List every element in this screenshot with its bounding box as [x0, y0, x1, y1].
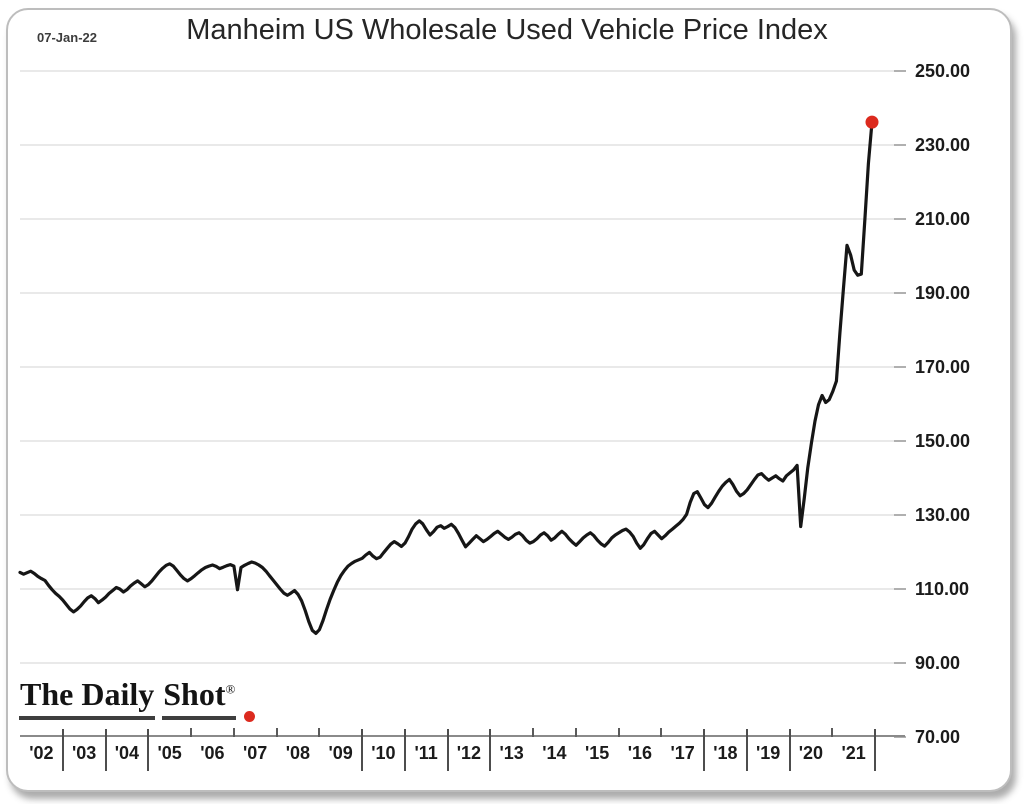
y-axis-label: 90.00 — [915, 653, 961, 673]
x-axis-year-cells: '02'03'04'05'06'07'08'09'10'11'12'13'14 '… — [20, 728, 876, 771]
y-axis-label: 70.00 — [915, 727, 961, 747]
x-axis-year-label: '10 — [362, 729, 406, 771]
registered-mark: ® — [225, 681, 236, 697]
x-axis-year-label: '07 — [234, 728, 278, 771]
x-axis-year-label: '09 — [319, 729, 363, 771]
x-axis: '02'03'04'05'06'07'08'09'10'11'12'13'14 '… — [20, 728, 905, 773]
chart-date: 07-Jan-22 — [37, 30, 97, 45]
price-line — [18, 120, 874, 636]
y-axis-label: 190.00 — [915, 283, 971, 303]
x-axis-year-label: '19 — [747, 729, 791, 771]
x-axis-year-label: '15 — [576, 728, 620, 771]
chart-card — [6, 8, 1012, 792]
y-axis-label: 130.00 — [915, 505, 971, 525]
y-axis-label: 150.00 — [915, 431, 971, 451]
logo-text-the-daily: The Daily — [19, 676, 156, 720]
x-axis-year-label: '12 — [448, 729, 491, 771]
latest-point-marker — [865, 115, 879, 129]
x-axis-year-label: '06 — [191, 728, 235, 771]
y-axis-label: 210.00 — [915, 209, 971, 229]
y-axis-label: 230.00 — [915, 135, 971, 155]
x-axis-year-label: '14 — [533, 728, 577, 771]
logo-text-shot: Shot® — [162, 676, 237, 720]
chart-title: Manheim US Wholesale Used Vehicle Price … — [186, 14, 828, 46]
x-axis-year-label: '17 — [661, 729, 705, 771]
x-axis-year-label: '20 — [790, 728, 833, 771]
x-axis-year-label: '11 — [405, 729, 449, 771]
x-axis-year-label: '02 — [20, 729, 64, 771]
y-axis-label: 110.00 — [915, 579, 970, 599]
y-axis-labels: 250.00 230.00 210.00 190.00 170.00 150.00 130.… — [915, 60, 1005, 748]
x-axis-year-label: '04 — [106, 729, 149, 771]
x-axis-year-label: '05 — [148, 728, 192, 771]
y-axis-label: 170.00 — [915, 357, 971, 377]
x-axis-year-label: '03 — [63, 729, 107, 771]
x-axis-year-label: '13 — [490, 728, 534, 771]
y-axis-label: 250.00 — [915, 61, 971, 81]
logo-red-dot-icon — [244, 711, 256, 722]
x-axis-year-label: '18 — [704, 729, 748, 771]
x-axis-year-label: '08 — [277, 728, 320, 771]
x-axis-year-label: '16 — [619, 728, 662, 771]
daily-shot-logo: The Daily Shot® — [19, 676, 256, 722]
x-axis-year-label: '21 — [832, 729, 876, 771]
